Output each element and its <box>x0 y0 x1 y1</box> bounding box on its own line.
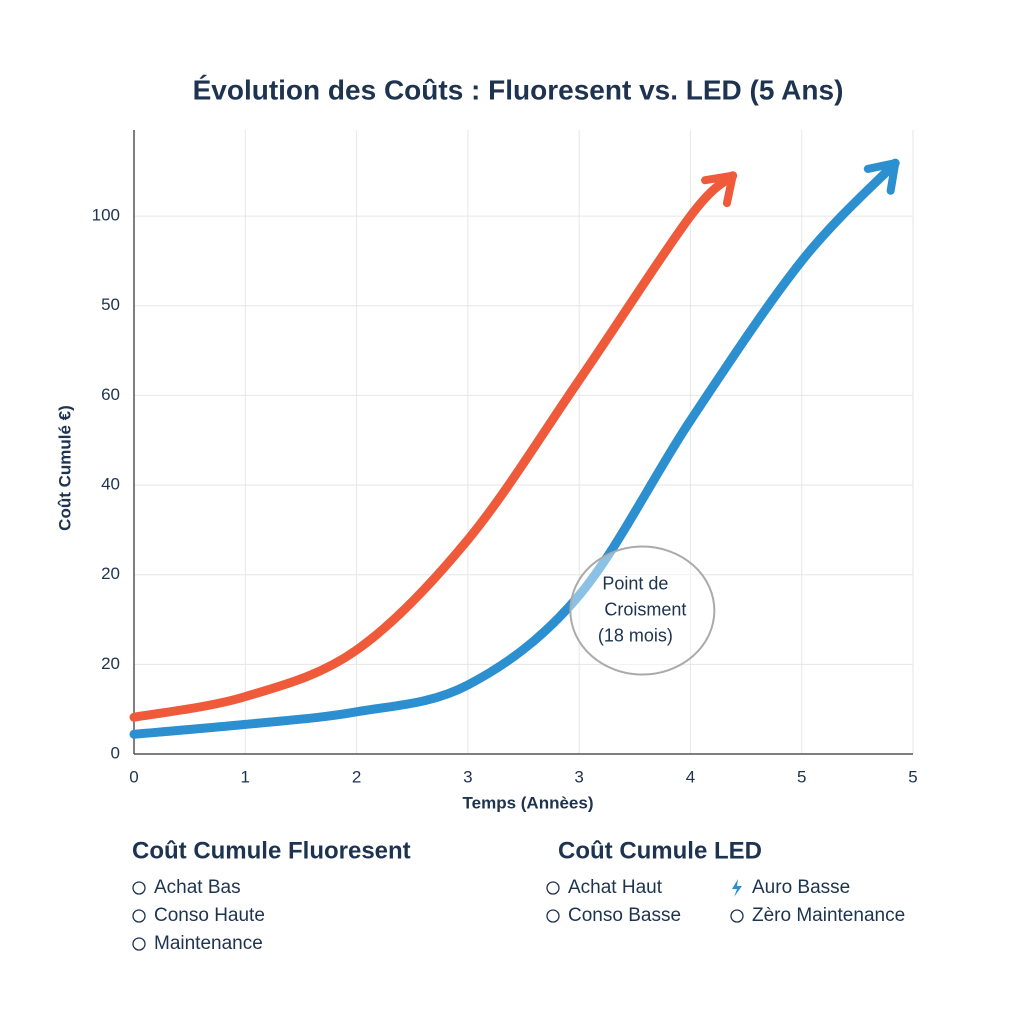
x-tick-label: 3 <box>574 767 583 786</box>
x-axis-label: Temps (Annèes) <box>463 793 594 812</box>
y-tick-label: 40 <box>101 475 120 494</box>
legend-icon <box>132 881 146 895</box>
legend-item: Conso Haute <box>154 905 265 926</box>
y-axis-label: Coût Cumulé €) <box>55 405 74 531</box>
legend-title: Coût Cumule Fluoresent <box>132 837 411 864</box>
series-line <box>129 171 738 722</box>
x-tick-label: 4 <box>686 767 695 786</box>
chart-title: Évolution des Coûts : Fluoresent vs. LED… <box>193 74 844 105</box>
legend-item: Conso Basse <box>568 905 681 926</box>
legend-icon <box>732 879 742 897</box>
legend-item: Achat Bas <box>154 877 241 898</box>
y-tick-label: 0 <box>111 743 120 762</box>
y-tick-label: 100 <box>92 206 120 225</box>
x-tick-label: 0 <box>129 767 138 786</box>
annotation-text: (18 mois) <box>598 625 673 645</box>
legend-item: Maintenance <box>154 933 263 954</box>
legend-item: Auro Basse <box>752 877 850 898</box>
legend-icon <box>730 909 744 923</box>
legend-icon <box>546 881 560 895</box>
legend-icon <box>132 909 146 923</box>
x-tick-label: 2 <box>352 767 361 786</box>
y-tick-label: 50 <box>101 295 120 314</box>
legend-item: Achat Haut <box>568 877 663 898</box>
x-tick-label: 5 <box>797 767 806 786</box>
arrow-head <box>701 171 737 208</box>
annotation-circle <box>569 545 716 676</box>
annotation-text: Croisment <box>604 599 686 619</box>
legend-item: Zèro Maintenance <box>752 905 905 926</box>
arrow-head <box>863 159 900 195</box>
legend-icon <box>546 909 560 923</box>
y-tick-label: 20 <box>101 564 120 583</box>
x-tick-label: 3 <box>463 767 472 786</box>
series-line <box>129 158 900 739</box>
legend-title: Coût Cumule LED <box>558 837 762 864</box>
x-tick-label: 5 <box>908 767 917 786</box>
x-tick-label: 1 <box>241 767 250 786</box>
annotation-text: Point de <box>602 573 668 593</box>
y-tick-label: 20 <box>101 654 120 673</box>
y-tick-label: 60 <box>101 385 120 404</box>
legend-icon <box>132 937 146 951</box>
